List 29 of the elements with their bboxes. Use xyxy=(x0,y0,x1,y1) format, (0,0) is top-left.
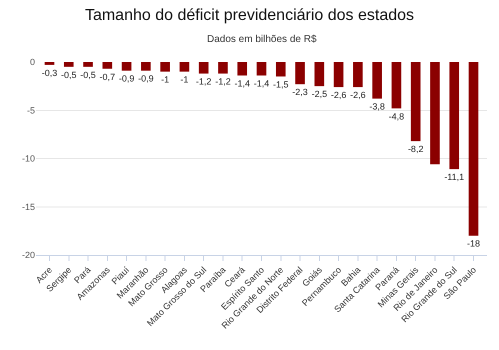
data-label: -0,5 xyxy=(80,70,96,80)
y-tick-label: -10 xyxy=(22,154,35,164)
y-tick-label: -5 xyxy=(26,105,35,116)
data-label: -1,5 xyxy=(273,79,289,90)
y-tick-label: 0 xyxy=(30,57,35,68)
data-label: -0,3 xyxy=(42,68,58,78)
data-label: -2,6 xyxy=(330,90,346,100)
data-label: -8,2 xyxy=(408,144,424,154)
data-label: -1,2 xyxy=(215,76,231,87)
data-label: -0,9 xyxy=(138,74,154,84)
data-label: -0,5 xyxy=(61,70,77,80)
data-label: -18 xyxy=(467,238,480,249)
data-label: -1 xyxy=(161,74,170,85)
data-label: -1,4 xyxy=(234,78,250,89)
data-label: -1,2 xyxy=(196,76,212,87)
data-label: -0,9 xyxy=(118,74,134,84)
y-tick-label: -20 xyxy=(22,250,35,260)
data-label: -2,6 xyxy=(350,90,366,100)
data-label: -1 xyxy=(180,74,188,85)
chart-title: Tamanho do déficit previdenciário dos estados xyxy=(84,6,414,24)
data-label: -3,8 xyxy=(369,102,385,112)
chart-subtitle: Dados em bilhões de R$ xyxy=(207,34,317,45)
data-label: -11,1 xyxy=(444,172,464,182)
data-label: -4,8 xyxy=(388,111,404,122)
data-label: -2,5 xyxy=(312,89,328,100)
data-label: -2,3 xyxy=(292,87,308,98)
data-label: -0,7 xyxy=(100,72,116,82)
y-tick-label: -15 xyxy=(22,202,35,212)
data-label: -1,4 xyxy=(254,78,270,89)
